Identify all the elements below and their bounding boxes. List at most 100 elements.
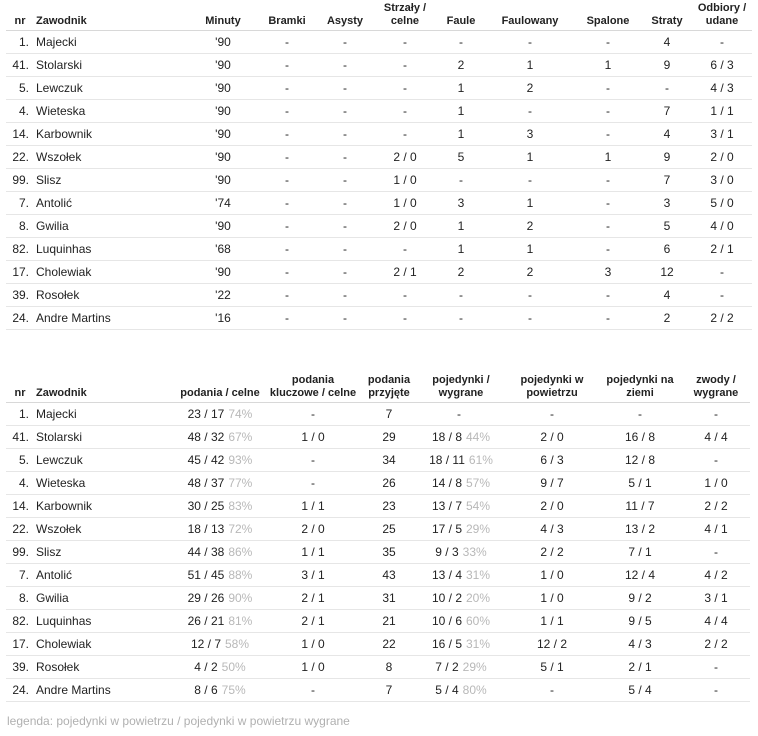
table-cell: -	[264, 448, 362, 472]
value-text: 48 / 32	[187, 430, 225, 444]
value-text: 10 / 6	[431, 614, 462, 628]
percentage-text: 88%	[228, 568, 253, 582]
table-cell: 2 / 0	[506, 494, 598, 518]
column-header-pojedynki-powietrze: pojedynki w powietrzu	[506, 374, 598, 403]
table-cell: -	[486, 30, 574, 54]
table-cell: 4 / 2 50%	[176, 655, 264, 679]
table-cell: -	[692, 260, 752, 284]
column-header-podania: podania / celne	[176, 374, 264, 403]
table-cell: 1 / 0	[506, 563, 598, 587]
table-cell: '90	[188, 99, 258, 123]
table-cell: '90	[188, 145, 258, 169]
table-cell: 23 / 17 74%	[176, 402, 264, 426]
table-cell: -	[258, 76, 316, 100]
table-cell: 2 / 2	[506, 540, 598, 564]
table-cell: 8.	[6, 586, 34, 610]
table-cell: 7.	[6, 191, 34, 215]
table-cell: 5	[642, 214, 692, 238]
table-cell: -	[316, 168, 374, 192]
table-cell: 1	[436, 237, 486, 261]
table-body: 1. Majecki '90- - - - - -4-41. Stolarski '90- - -2 1…	[6, 30, 752, 330]
table-cell: 4 / 2	[682, 563, 750, 587]
table-cell: '90	[188, 122, 258, 146]
percentage-text: 44%	[466, 430, 491, 444]
table-cell: 39.	[6, 655, 34, 679]
table-cell: 6	[642, 237, 692, 261]
table-cell: 24.	[6, 306, 34, 330]
table-cell: -	[316, 214, 374, 238]
table-cell: -	[258, 99, 316, 123]
table-cell: -	[574, 283, 642, 307]
table-cell: -	[258, 214, 316, 238]
table-cell: 8.	[6, 214, 34, 238]
value-text: 23 / 17	[187, 407, 225, 421]
table-cell: 1	[486, 53, 574, 77]
column-header-zwody: zwody / wygrane	[682, 374, 750, 403]
table-cell: Luquinhas	[34, 609, 176, 633]
table-cell: 23	[362, 494, 416, 518]
column-header-faulowany: Faulowany	[486, 2, 574, 31]
table-cell: -	[506, 402, 598, 426]
passing-duels-table: nr Zawodnik podania / celne podania kluc…	[6, 374, 750, 702]
table-cell: Andre Martins	[34, 678, 176, 702]
table-row: 1. Majecki '90- - - - - -4-	[6, 30, 752, 54]
table-cell: Wszołek	[34, 145, 188, 169]
percentage-text: 31%	[466, 637, 491, 651]
value-text: 5 / 4	[435, 683, 459, 697]
table-cell: 9 / 3 33%	[416, 540, 506, 564]
table-cell: 22.	[6, 145, 34, 169]
table-cell: 13 / 4 31%	[416, 563, 506, 587]
table-cell: 7	[362, 402, 416, 426]
table-cell: -	[486, 283, 574, 307]
table-cell: 17.	[6, 632, 34, 656]
table-cell: 2 / 0	[264, 517, 362, 541]
table-cell: -	[574, 99, 642, 123]
table-cell: -	[374, 30, 436, 54]
table-cell: 1.	[6, 30, 34, 54]
table-cell: 1 / 0	[264, 425, 362, 449]
table-cell: 12 / 7 58%	[176, 632, 264, 656]
table-cell: 26 / 21 81%	[176, 609, 264, 633]
table-cell: -	[258, 237, 316, 261]
table-row: 1. Majecki 23 / 17 74% -7- - - -	[6, 402, 750, 426]
value-text: -	[457, 407, 461, 421]
table-cell: -	[436, 168, 486, 192]
table-cell: 11 / 7	[598, 494, 682, 518]
table-row: 39. Rosołek '22- - - - - -4-	[6, 283, 752, 307]
table-cell: 12	[642, 260, 692, 284]
table-cell: 1 / 1	[692, 99, 752, 123]
percentage-text: 74%	[228, 407, 253, 421]
table-cell: 2	[642, 306, 692, 330]
table-cell: 29	[362, 425, 416, 449]
table-cell: 82.	[6, 609, 34, 633]
table-cell: -	[316, 99, 374, 123]
table-cell: -	[258, 283, 316, 307]
table-cell: 4 / 4	[682, 609, 750, 633]
table-cell: -	[374, 306, 436, 330]
table-cell: 22	[362, 632, 416, 656]
table-cell: -	[316, 122, 374, 146]
table-cell: Andre Martins	[34, 306, 188, 330]
column-header-bramki: Bramki	[258, 2, 316, 31]
table-cell: 43	[362, 563, 416, 587]
table-cell: 3	[436, 191, 486, 215]
table-cell: 48 / 37 77%	[176, 471, 264, 495]
table-cell: Luquinhas	[34, 237, 188, 261]
table-cell: -	[574, 76, 642, 100]
table-cell: -	[316, 283, 374, 307]
table-cell: -	[416, 402, 506, 426]
table-cell: 6 / 3	[506, 448, 598, 472]
table-cell: 4	[642, 30, 692, 54]
table-cell: '16	[188, 306, 258, 330]
table-cell: -	[316, 191, 374, 215]
value-text: 14 / 8	[431, 476, 462, 490]
table-cell: 6 / 3	[692, 53, 752, 77]
table-cell: 1 / 0	[374, 168, 436, 192]
table-cell: -	[316, 145, 374, 169]
percentage-text: 86%	[228, 545, 253, 559]
table-cell: -	[574, 122, 642, 146]
percentage-text: 75%	[221, 683, 246, 697]
column-header-zawodnik: Zawodnik	[34, 2, 188, 31]
table-cell: 12 / 4	[598, 563, 682, 587]
